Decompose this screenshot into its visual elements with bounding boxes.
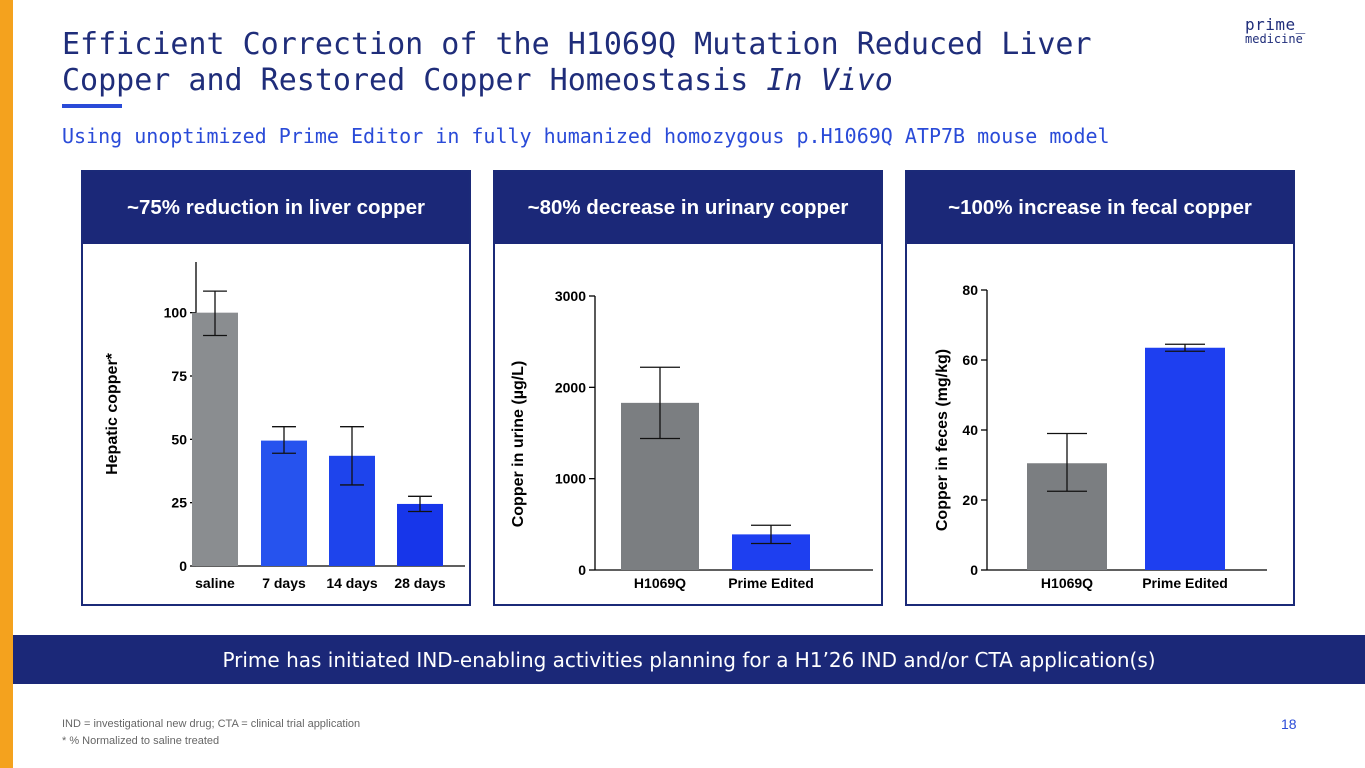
y-tick-label: 80	[962, 282, 978, 298]
slide-title: Efficient Correction of the H1069Q Mutat…	[62, 27, 1182, 99]
bar	[1145, 347, 1225, 570]
y-tick-label: 0	[179, 558, 187, 574]
y-axis-label: Hepatic copper*	[104, 352, 121, 475]
category-label: 7 days	[262, 575, 306, 591]
title-line-1: Efficient Correction of the H1069Q Mutat…	[62, 27, 1092, 62]
y-tick-label: 75	[171, 368, 187, 384]
title-underline	[62, 104, 122, 108]
y-tick-label: 2000	[555, 379, 586, 395]
footnote-abbreviations: IND = investigational new drug; CTA = cl…	[62, 718, 361, 730]
bar	[192, 312, 238, 566]
fecal-copper-panel: ~100% increase in fecal copper 0 20 40 60 80…	[905, 170, 1295, 606]
category-label: H1069Q	[634, 575, 686, 591]
logo-line-1: prime_	[1245, 15, 1306, 34]
panel-header-fecal: ~100% increase in fecal copper	[907, 172, 1293, 244]
y-tick-label: 40	[962, 422, 978, 438]
ind-banner: Prime has initiated IND-enabling activit…	[13, 635, 1365, 684]
y-tick-label: 1000	[555, 471, 586, 487]
panel-header-urinary: ~80% decrease in urinary copper	[495, 172, 881, 244]
liver-copper-panel: ~75% reduction in liver copper 0 25 50 75 10…	[81, 170, 471, 606]
category-label: Prime Edited	[1142, 575, 1228, 591]
prime-medicine-logo: prime_ medicine	[1245, 15, 1306, 47]
banner-text: Prime has initiated IND-enabling activit…	[222, 647, 1156, 672]
bar	[397, 503, 443, 566]
y-tick-label: 0	[578, 562, 586, 578]
category-label: saline	[195, 575, 235, 591]
page-number: 18	[1281, 716, 1297, 732]
y-axis-label: Copper in feces (mg/kg)	[934, 349, 951, 531]
urine-copper-chart: 0 1000 2000 3000 Copper in urine (µg/L) H1069…	[510, 288, 873, 591]
logo-line-2: medicine	[1245, 32, 1303, 46]
accent-side-bar	[0, 0, 13, 768]
category-label: 28 days	[394, 575, 446, 591]
y-axis-label: Copper in urine (µg/L)	[510, 361, 527, 528]
feces-copper-chart: 0 20 40 60 80 Copper in feces (mg/kg) H1069Q Pr…	[934, 282, 1267, 591]
y-tick-label: 25	[171, 495, 187, 511]
bar	[261, 440, 307, 566]
y-tick-label: 3000	[555, 288, 586, 304]
y-tick-label: 0	[970, 562, 978, 578]
category-label: Prime Edited	[728, 575, 814, 591]
y-tick-label: 100	[164, 305, 188, 321]
title-line-2: Copper and Restored Copper Homeostasis	[62, 63, 767, 98]
panel-header-liver: ~75% reduction in liver copper	[83, 172, 469, 244]
title-italic: In Vivo	[766, 63, 893, 98]
slide-subtitle: Using unoptimized Prime Editor in fully …	[62, 124, 1110, 148]
footnote-normalization: * % Normalized to saline treated	[62, 735, 220, 747]
category-label: H1069Q	[1041, 575, 1093, 591]
y-tick-label: 60	[962, 352, 978, 368]
hepatic-copper-chart: 0 25 50 75 100 Hepatic copper* saline 7 days 14 …	[104, 262, 465, 591]
y-tick-label: 50	[171, 431, 187, 447]
category-label: 14 days	[326, 575, 378, 591]
y-tick-label: 20	[962, 492, 978, 508]
urinary-copper-panel: ~80% decrease in urinary copper 0 1000 200…	[493, 170, 883, 606]
